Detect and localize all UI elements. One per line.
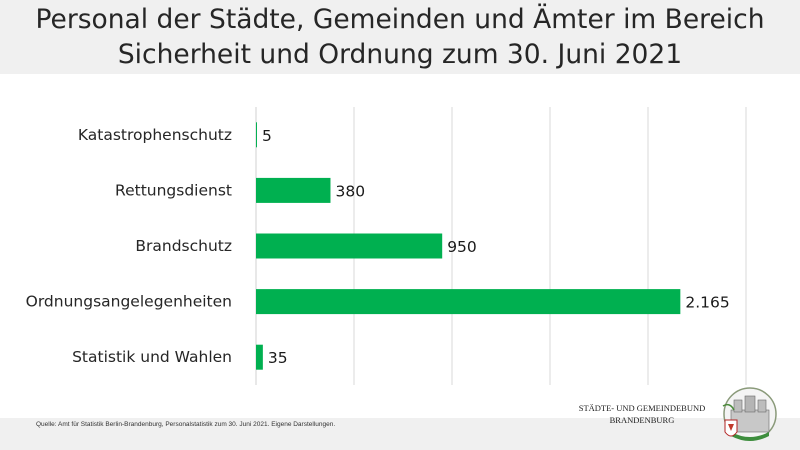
title-line-1: Personal der Städte, Gemeinden und Ämter…: [35, 4, 765, 35]
bar: [256, 344, 263, 370]
footer-bar: [0, 418, 800, 450]
bar: [256, 177, 331, 203]
title-banner: [0, 0, 800, 74]
bar-chart: Katastrophenschutz 5 Rettungsdienst 380 Bran…: [26, 107, 747, 385]
data-label: 2.165: [685, 294, 729, 312]
title-line-2: Sicherheit und Ordnung zum 30. Juni 2021: [117, 39, 683, 70]
organization-name: STÄDTE- UND GEMEINDEBUND BRANDENBURG: [552, 402, 732, 426]
bar: [256, 122, 257, 148]
data-label: 35: [268, 349, 288, 367]
source-note: Quelle: Amt für Statistik Berlin-Branden…: [36, 421, 336, 428]
bar: [256, 233, 443, 259]
category-label: Ordnungsangelegenheiten: [26, 293, 232, 311]
data-label: 5: [262, 127, 272, 145]
organization-logo: [722, 387, 777, 441]
page-title: Personal der Städte, Gemeinden und Ämter…: [0, 2, 800, 72]
data-label: 380: [335, 182, 365, 200]
category-label: Rettungsdienst: [115, 181, 232, 199]
data-label: 950: [447, 238, 477, 256]
category-label: Brandschutz: [135, 237, 232, 255]
organization-name-line-1: STÄDTE- UND GEMEINDEBUND: [578, 403, 706, 413]
category-label: Statistik und Wahlen: [72, 348, 232, 366]
category-label: Katastrophenschutz: [78, 126, 232, 144]
bar: [256, 289, 681, 315]
organization-name-line-2: BRANDENBURG: [609, 415, 675, 425]
